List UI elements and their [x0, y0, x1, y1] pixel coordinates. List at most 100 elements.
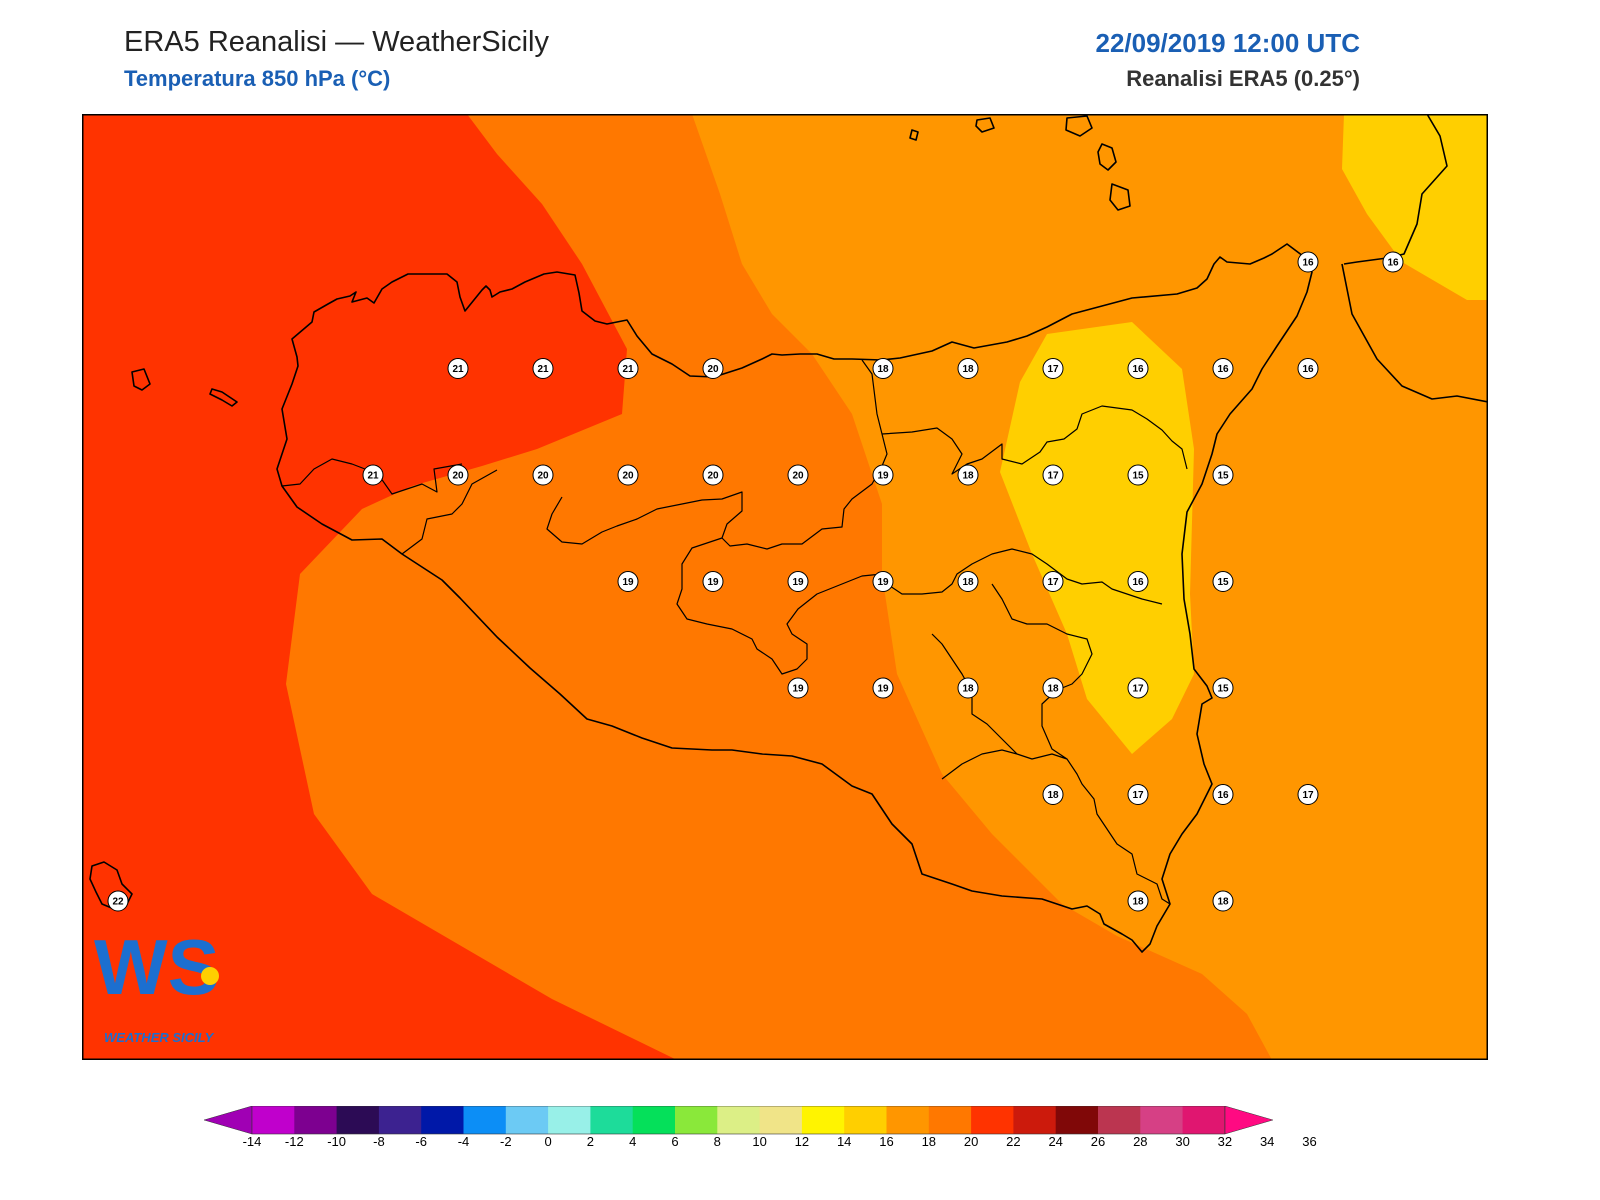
station-value: 16	[1217, 364, 1229, 375]
station-circle	[787, 677, 809, 699]
station-circle	[617, 464, 639, 486]
station-marker: 19	[872, 571, 894, 592]
colorbar-tick-label: -2	[500, 1134, 512, 1146]
logo-letters: WS	[94, 923, 220, 1011]
station-circle	[957, 571, 979, 592]
station-circle	[787, 571, 809, 592]
station-circle	[1042, 784, 1064, 805]
field-16-band-center	[1000, 322, 1194, 754]
station-circle	[1297, 251, 1319, 273]
station-value: 18	[962, 684, 974, 695]
station-circle	[1042, 571, 1064, 592]
station-value: 19	[792, 684, 804, 695]
station-value: 21	[367, 471, 379, 482]
station-marker: 18	[957, 464, 979, 486]
station-circle	[1212, 464, 1234, 486]
colorbar-tick-label: -4	[458, 1134, 470, 1146]
station-circle	[1297, 784, 1319, 805]
station-marker: 17	[1042, 571, 1064, 592]
station-marker: 15	[1212, 464, 1234, 486]
sun-icon	[201, 967, 219, 985]
station-marker: 19	[872, 464, 894, 486]
station-value: 20	[537, 471, 549, 482]
station-marker: 17	[1127, 784, 1149, 805]
station-marker: 19	[702, 571, 724, 592]
colorbar-cell	[801, 1106, 845, 1134]
station-circle	[1212, 890, 1234, 912]
station-circle	[787, 464, 809, 486]
colorbar-cell	[1182, 1106, 1226, 1134]
station-circle	[957, 358, 979, 379]
station-value: 20	[452, 471, 464, 482]
station-marker: 16	[1212, 784, 1234, 805]
coastlines	[89, 114, 1488, 953]
station-circle	[447, 358, 469, 379]
colorbar-tick-label: 20	[964, 1134, 978, 1146]
station-marker: 18	[1127, 890, 1149, 912]
station-marker: 15	[1212, 571, 1234, 592]
north-coast	[276, 243, 1313, 953]
colorbar-tick-label: 0	[544, 1134, 551, 1146]
colorbar-cell	[844, 1106, 887, 1134]
colorbar-cell	[548, 1106, 591, 1134]
station-value: 15	[1217, 471, 1229, 482]
colorbar-tick-label: -14	[243, 1134, 262, 1146]
station-circle	[1382, 251, 1404, 273]
station-marker: 18	[872, 358, 894, 379]
station-value: 15	[1217, 684, 1229, 695]
station-circle	[957, 677, 979, 699]
station-value: 17	[1132, 684, 1144, 695]
colorbar-tick-label: 4	[629, 1134, 636, 1146]
colorbar-tick-label: 14	[837, 1134, 851, 1146]
station-marker: 16	[1127, 358, 1149, 379]
colorbar-tick-label: 8	[714, 1134, 721, 1146]
station-marker: 16	[1382, 251, 1404, 273]
station-marker: 17	[1127, 677, 1149, 699]
valid-datetime: 22/09/2019 12:00 UTC	[1095, 28, 1360, 58]
station-value: 19	[877, 577, 889, 588]
colorbar-cell	[590, 1106, 634, 1134]
egadi-islands	[131, 368, 238, 407]
station-circle	[617, 571, 639, 592]
aeolian-islands	[909, 115, 1131, 211]
station-circle	[1127, 464, 1149, 486]
colorbar-tick-label: 30	[1175, 1134, 1189, 1146]
colorbar-cell	[421, 1106, 464, 1134]
colorbar-cell	[1013, 1106, 1057, 1134]
station-value: 15	[1217, 577, 1229, 588]
station-value: 15	[1132, 471, 1144, 482]
station-value: 17	[1302, 790, 1314, 801]
colorbar-tick-label: 36	[1302, 1134, 1316, 1146]
station-value: 16	[1302, 364, 1314, 375]
station-circle	[702, 358, 724, 379]
colorbar-cell	[632, 1106, 676, 1134]
station-value: 21	[537, 364, 549, 375]
station-circle	[957, 464, 979, 486]
station-value: 20	[707, 471, 719, 482]
station-value: 22	[112, 897, 124, 908]
station-circle	[1127, 677, 1149, 699]
station-circle	[1212, 677, 1234, 699]
station-circle	[1042, 358, 1064, 379]
station-marker: 15	[1212, 677, 1234, 699]
station-marker: 18	[1212, 890, 1234, 912]
colorbar-tick-label: 18	[922, 1134, 936, 1146]
station-marker: 19	[787, 677, 809, 699]
station-marker: 16	[1127, 571, 1149, 592]
colorbar-cell	[1098, 1106, 1141, 1134]
station-value: 18	[877, 364, 889, 375]
station-value: 20	[792, 471, 804, 482]
station-value: 18	[1217, 897, 1229, 908]
station-marker: 17	[1297, 784, 1319, 805]
colorbar-cell	[759, 1106, 803, 1134]
colorbar-tick-label: 2	[587, 1134, 594, 1146]
station-value: 16	[1302, 258, 1314, 269]
calabria-coast	[1341, 263, 1488, 403]
data-source: Reanalisi ERA5 (0.25°)	[1126, 66, 1360, 91]
colorbar-cells	[204, 1106, 1274, 1135]
colorbar-tick-label: 26	[1091, 1134, 1105, 1146]
calabria-coast-north	[1343, 114, 1448, 265]
station-circle	[1212, 571, 1234, 592]
colorbar-cell	[971, 1106, 1014, 1134]
station-marker: 17	[1042, 358, 1064, 379]
